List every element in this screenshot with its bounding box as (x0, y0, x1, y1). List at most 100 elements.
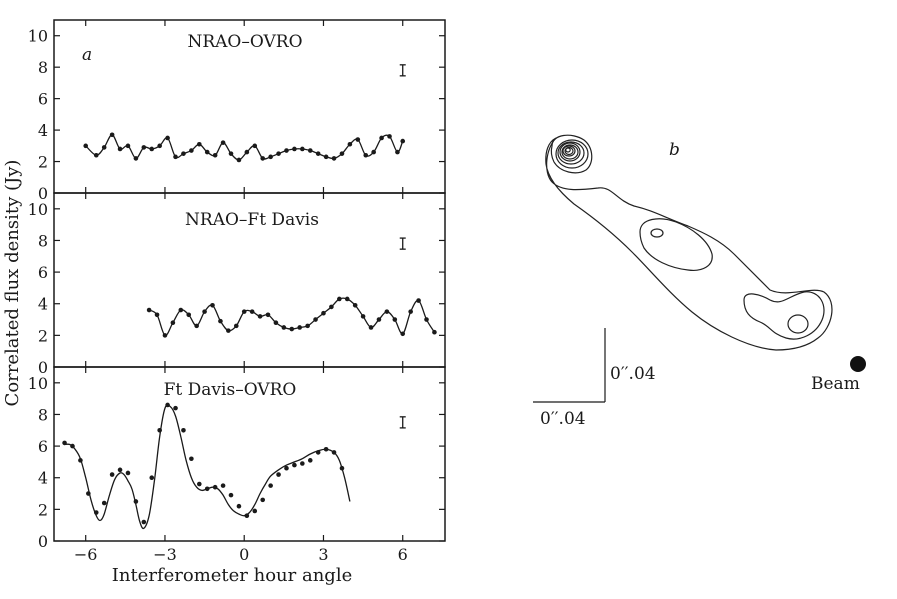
data-point (220, 483, 226, 488)
core-contour-5 (562, 145, 576, 157)
data-point (236, 157, 242, 163)
y-tick-label: 6 (38, 263, 48, 282)
data-point (141, 519, 147, 525)
data-point (284, 465, 289, 471)
data-point (244, 149, 250, 155)
data-point (323, 446, 329, 452)
data-point (93, 510, 99, 515)
data-point (249, 309, 255, 314)
data-point (292, 146, 297, 152)
data-point (125, 143, 131, 149)
core-contour-2 (557, 141, 585, 165)
data-point (236, 503, 242, 509)
data-point (202, 309, 207, 314)
data-point (360, 314, 366, 319)
data-point (218, 318, 223, 324)
data-point (178, 307, 184, 313)
data-point (228, 492, 234, 498)
data-point (149, 475, 155, 481)
data-point (101, 500, 107, 506)
y-tick-label: 6 (38, 90, 48, 109)
data-point (70, 443, 75, 449)
data-point (268, 154, 273, 160)
subplot-title-top: NRAO–OVRO (187, 32, 302, 52)
data-point (260, 497, 266, 503)
panel-letter-a: a (82, 45, 92, 65)
inner-contour-core (550, 134, 593, 174)
data-point (331, 156, 337, 161)
data-point (363, 152, 369, 158)
y-tick-label: 2 (38, 326, 48, 345)
data-point (315, 450, 321, 455)
data-point (257, 314, 263, 319)
data-point (339, 465, 345, 471)
data-point (125, 470, 131, 476)
data-point (244, 513, 250, 518)
data-point (315, 151, 321, 156)
mid-knot-inner-contour (650, 228, 664, 238)
data-point (101, 145, 107, 150)
data-point (228, 151, 234, 156)
scale-bar (533, 328, 606, 403)
core-contour-4 (561, 144, 579, 160)
data-point (241, 309, 247, 314)
data-point (276, 472, 281, 477)
data-point (432, 329, 437, 335)
y-tick-label: 6 (38, 437, 48, 456)
data-point (117, 467, 123, 473)
data-point (83, 143, 89, 149)
data-point (157, 143, 162, 149)
data-point (165, 135, 170, 141)
x-tick-label: −6 (74, 545, 98, 564)
y-tick-label: 4 (38, 295, 48, 314)
data-point (197, 141, 202, 147)
data-point (329, 304, 334, 310)
data-point (212, 152, 218, 158)
data-point (281, 325, 287, 330)
outer-contour (545, 137, 833, 351)
data-point (392, 317, 398, 322)
data-point (141, 145, 147, 150)
y-tick-label: 0 (38, 358, 48, 377)
data-point (292, 462, 297, 468)
y-tick-label: 4 (38, 469, 48, 488)
data-point (424, 317, 429, 322)
data-point (133, 499, 139, 504)
x-tick-label: −3 (153, 545, 177, 564)
data-point (186, 312, 192, 318)
core-contour-1 (555, 139, 589, 169)
data-point (189, 148, 194, 153)
data-point (321, 310, 326, 316)
data-point (149, 146, 155, 152)
data-point (273, 320, 279, 326)
data-point (109, 472, 115, 477)
data-point (197, 481, 202, 487)
data-point (300, 461, 305, 466)
data-point (62, 440, 67, 446)
y-tick-label: 10 (28, 374, 48, 393)
panel-letter-b: b (669, 140, 680, 160)
scale-label-horizontal: 0′′.04 (540, 409, 586, 429)
data-point (347, 141, 353, 147)
data-point (252, 143, 258, 149)
y-tick-label: 2 (38, 153, 48, 172)
data-point (297, 325, 302, 330)
data-point (117, 146, 123, 152)
data-point (181, 427, 186, 433)
fitted-curve (64, 404, 351, 530)
data-point (133, 156, 139, 161)
data-point (379, 135, 384, 141)
y-axis-title: Correlated flux density (Jy) (2, 160, 23, 407)
data-point (78, 458, 83, 463)
data-point (210, 303, 215, 308)
data-point (307, 458, 313, 463)
data-point (387, 134, 392, 139)
data-point (194, 323, 199, 329)
data-point (233, 323, 239, 329)
data-point (173, 405, 178, 411)
data-point (284, 148, 289, 153)
data-marks (62, 64, 437, 530)
y-tick-label: 0 (38, 532, 48, 551)
